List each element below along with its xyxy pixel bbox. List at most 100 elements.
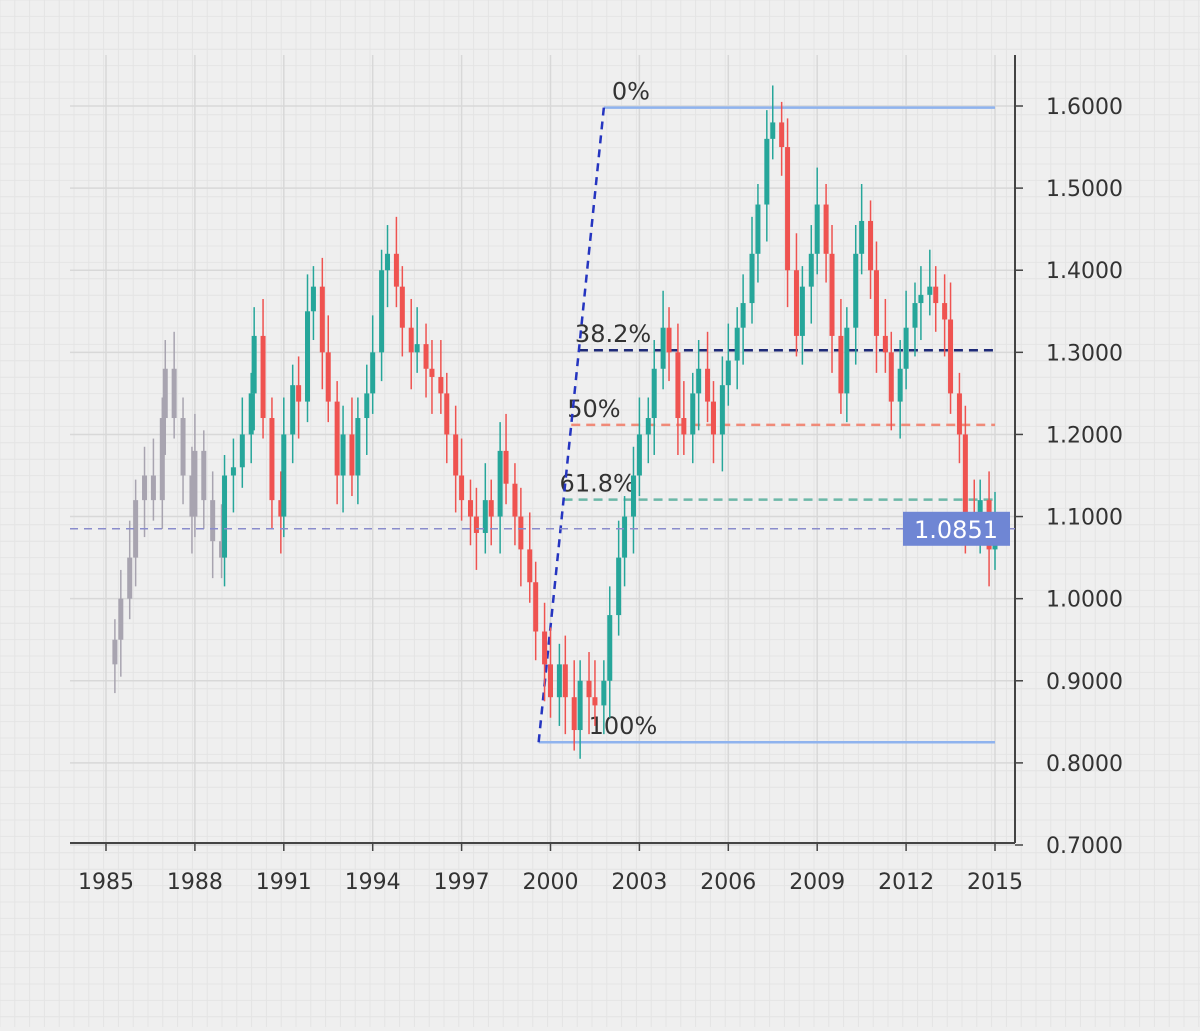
candle-body [630, 475, 636, 517]
candle-body [210, 500, 216, 542]
candle-body [823, 204, 829, 254]
candle-body [260, 335, 266, 419]
candle-body [779, 122, 785, 148]
candle-body [948, 319, 954, 394]
candle-body [927, 286, 933, 295]
candle-body [897, 368, 903, 402]
candle-body [616, 557, 622, 616]
candle-body [171, 368, 177, 419]
candle-body [601, 680, 607, 706]
candle-body [918, 294, 924, 304]
candle-body [859, 220, 865, 254]
candle-body [370, 352, 376, 394]
candle-body [799, 286, 805, 336]
candle-body [962, 434, 968, 517]
candle-body [622, 516, 628, 558]
fib-level-label: 61.8% [560, 470, 636, 498]
x-tick-label: 2000 [523, 870, 579, 895]
x-tick-label: 2006 [700, 870, 756, 895]
candle-body [334, 401, 340, 476]
candle-body [873, 270, 879, 336]
candle-body [133, 500, 139, 558]
candle-body [942, 303, 948, 320]
candle-body [414, 344, 420, 353]
candle-body [278, 500, 284, 517]
candle-body [355, 418, 361, 476]
candle-body [814, 204, 820, 254]
x-tick-label: 1988 [167, 870, 223, 895]
candle-body [749, 253, 755, 304]
current-price-label: 1.0851 [914, 516, 998, 544]
candle-body [459, 475, 465, 501]
x-tick-label: 2003 [611, 870, 667, 895]
y-tick-label: 1.4000 [1046, 259, 1123, 284]
y-tick-label: 0.8000 [1046, 752, 1123, 777]
candle-body [467, 500, 473, 517]
candle-body [556, 664, 562, 698]
candle-body [681, 418, 687, 435]
y-tick-label: 1.3000 [1046, 341, 1123, 366]
candle-body [696, 368, 702, 394]
candle-body [127, 557, 133, 599]
candle-body [512, 483, 518, 517]
candle-body [542, 631, 548, 665]
candle-body [180, 418, 186, 476]
candle-body [651, 368, 657, 419]
x-tick-label: 1991 [256, 870, 312, 895]
candle-body [189, 475, 195, 517]
candle-body [290, 385, 296, 435]
candle-body [607, 615, 613, 681]
fib-level-label: 100% [589, 712, 658, 740]
x-tick-label: 1997 [434, 870, 490, 895]
candle-body [219, 541, 225, 558]
x-tick-label: 1985 [78, 870, 134, 895]
candle-body [310, 286, 316, 312]
candle-body [192, 450, 198, 517]
candle-body [868, 220, 874, 271]
candle-body [853, 253, 859, 328]
candle-body [497, 450, 503, 517]
candle-body [248, 393, 254, 435]
candle-body [349, 434, 355, 476]
candle-body [319, 286, 325, 353]
candle-body [740, 303, 746, 328]
x-tick-label: 1994 [345, 870, 401, 895]
x-tick-label: 2012 [878, 870, 934, 895]
y-tick-label: 0.7000 [1046, 834, 1123, 859]
candle-body [239, 434, 245, 468]
candle-body [888, 352, 894, 402]
candle-body [571, 697, 577, 731]
y-tick-label: 1.5000 [1046, 177, 1123, 202]
fib-level-label: 0% [612, 78, 650, 106]
candle-body [562, 664, 568, 698]
y-tick-label: 1.6000 [1046, 95, 1123, 120]
candle-body [793, 270, 799, 336]
candle-body [503, 450, 509, 484]
fib-level-label: 50% [567, 395, 620, 423]
candle-body [533, 582, 539, 632]
candle-body [230, 467, 236, 476]
candle-body [844, 327, 850, 394]
y-tick-label: 0.9000 [1046, 670, 1123, 695]
candle-body [675, 352, 681, 419]
candle-body [666, 327, 672, 353]
candle-body [903, 327, 909, 369]
candle-body [764, 138, 770, 205]
axes [70, 55, 1016, 844]
candle-body [956, 393, 962, 435]
candle-body [755, 204, 761, 254]
candle-body [808, 253, 814, 287]
tick-labels: 1985 1988 1991 1994 1997 2000 2003 2006 2009 2012… [78, 95, 1123, 895]
candle-body [305, 311, 311, 402]
y-tick-label: 1.0000 [1046, 588, 1123, 613]
candle-body [785, 147, 791, 271]
candle-body [882, 335, 888, 353]
candle-body [770, 122, 776, 139]
candle-body [150, 475, 156, 501]
candle-body [408, 327, 414, 353]
candle-body [379, 270, 385, 353]
candle-body [453, 434, 459, 476]
candle-body [399, 286, 405, 328]
candle-body [482, 500, 488, 533]
